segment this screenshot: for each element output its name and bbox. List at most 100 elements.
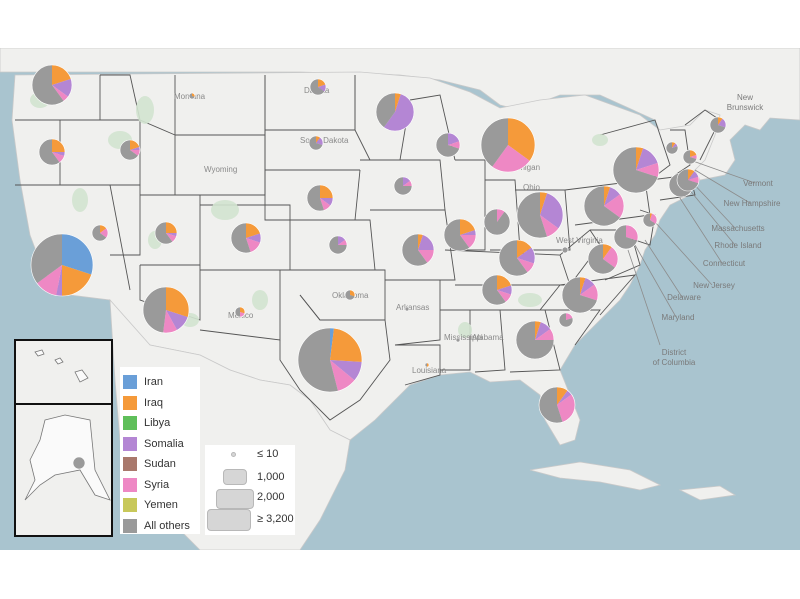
pie-slice-all-others	[73, 457, 85, 469]
pie-slice-iraq	[580, 277, 586, 295]
pie-slice-somalia	[580, 277, 595, 295]
pie-slice-syria	[448, 141, 460, 149]
pie-slice-all-others	[394, 177, 412, 195]
pie-outline	[328, 235, 348, 255]
pie-outline	[455, 337, 461, 343]
pie-slice-somalia	[540, 193, 564, 229]
legend-label: Syria	[144, 478, 170, 491]
map-label-west-virginia: West Virginia	[556, 236, 603, 245]
pie-montana	[188, 92, 196, 100]
pie-slice-all-others	[32, 65, 64, 106]
pie-outline	[443, 218, 477, 252]
pie-slice-iraq	[508, 118, 535, 161]
pie-new-mexico	[234, 306, 246, 318]
pie-slice-iraq	[517, 240, 532, 258]
pie-massachusetts	[676, 168, 700, 192]
pie-slice-somalia	[517, 247, 535, 264]
pie-slice-syria	[52, 152, 65, 163]
pie-outline	[38, 138, 66, 166]
legend-item-all-others: All others	[123, 517, 190, 535]
pie-slice-all-others	[120, 140, 139, 160]
callout-line-rhode-island	[687, 187, 736, 246]
pie-slice-syria	[320, 198, 331, 211]
pie-slice-iraq	[192, 93, 195, 97]
northeast-callout-lines	[627, 159, 756, 346]
pie-slice-all-others	[481, 118, 508, 167]
legend-item-sudan: Sudan	[123, 455, 176, 473]
legend-swatch	[123, 477, 137, 492]
pie-slice-iraq	[130, 140, 140, 150]
pie-slice-iraq	[62, 265, 92, 296]
pie-washington	[31, 64, 73, 106]
color-legend: Iran Iraq Libya Somalia Sudan Syria Yemen All o…	[120, 367, 200, 534]
pie-slice-somalia	[166, 233, 177, 237]
pie-outline	[498, 239, 536, 277]
legend-item-libya: Libya	[123, 414, 170, 432]
pie-slice-all-others	[516, 321, 554, 359]
legend-swatch	[123, 457, 137, 471]
pie-slice-syria	[580, 284, 598, 301]
pie-slice-iraq	[603, 244, 612, 259]
pie-slice-all-others	[31, 234, 62, 284]
pie-slice-iraq	[395, 93, 401, 112]
pie-west-virginia	[561, 246, 569, 254]
pie-slice-syria	[130, 150, 140, 156]
size-label-1000: 1,000	[257, 471, 285, 483]
pie-slice-syria	[690, 154, 698, 160]
legend-swatch	[123, 436, 137, 451]
pie-slice-somalia	[460, 230, 476, 235]
pie-slice-all-others	[612, 147, 658, 193]
map-label-wyoming: Wyoming	[204, 165, 237, 174]
map-label-ohio: Ohio	[523, 183, 540, 192]
pie-slice-somalia	[557, 390, 572, 405]
pie-outline	[435, 132, 461, 158]
size-shape-1000	[223, 469, 247, 485]
pie-outline	[480, 117, 536, 173]
pie-slice-iraq	[316, 136, 321, 143]
pie-outline	[516, 191, 564, 239]
legend-label: Libya	[144, 417, 171, 429]
pie-slice-syria	[338, 239, 347, 245]
pie-kansas	[328, 235, 348, 255]
state-label-rhode-island: Rhode Island	[714, 241, 761, 250]
pie-slice-somalia	[688, 171, 699, 180]
pie-slice-syria	[626, 225, 638, 241]
pie-slice-syria	[636, 162, 659, 178]
size-shape-3200	[207, 509, 251, 531]
pie-missouri	[401, 233, 435, 267]
pie-slice-all-others	[435, 133, 460, 157]
legend-label: Sudan	[144, 458, 176, 470]
callout-line-connecticut	[677, 194, 723, 264]
pie-slice-all-others	[676, 169, 699, 192]
pie-slice-syria	[604, 194, 625, 218]
pie-slice-somalia	[56, 265, 62, 296]
pie-slice-iraq	[497, 275, 512, 290]
legend-item-somalia: Somalia	[123, 435, 184, 453]
pie-kentucky	[498, 239, 536, 277]
pie-slice-syria	[100, 228, 108, 238]
pie-slice-somalia	[166, 310, 188, 331]
pie-slice-all-others	[401, 234, 428, 266]
pie-slice-all-others	[584, 186, 621, 226]
map-label-south-dakota: South Dakota	[300, 136, 349, 145]
pie-minnesota	[375, 92, 415, 132]
pie-slice-all-others	[539, 387, 563, 423]
state-label-maryland: Maryland	[662, 313, 695, 322]
pie-slice-iraq	[557, 387, 568, 405]
pie-slice-iraq	[460, 218, 476, 235]
legend-item-yemen: Yemen	[123, 496, 178, 514]
pie-tennessee	[481, 274, 513, 306]
pie-slice-all-others	[562, 247, 568, 253]
pie-slice-somalia	[497, 285, 513, 295]
pie-georgia	[515, 320, 555, 360]
pie-slice-somalia	[130, 146, 140, 150]
pie-slice-somalia	[604, 186, 621, 206]
pie-slice-syria	[517, 258, 535, 273]
state-borders	[15, 74, 721, 421]
pie-outline	[91, 224, 109, 242]
pie-slice-syria	[603, 246, 619, 268]
pie-slice-all-others	[642, 212, 656, 228]
pie-slice-all-others	[443, 219, 470, 252]
size-label-2000: 2,000	[257, 491, 285, 503]
pie-slice-iraq	[718, 117, 723, 125]
